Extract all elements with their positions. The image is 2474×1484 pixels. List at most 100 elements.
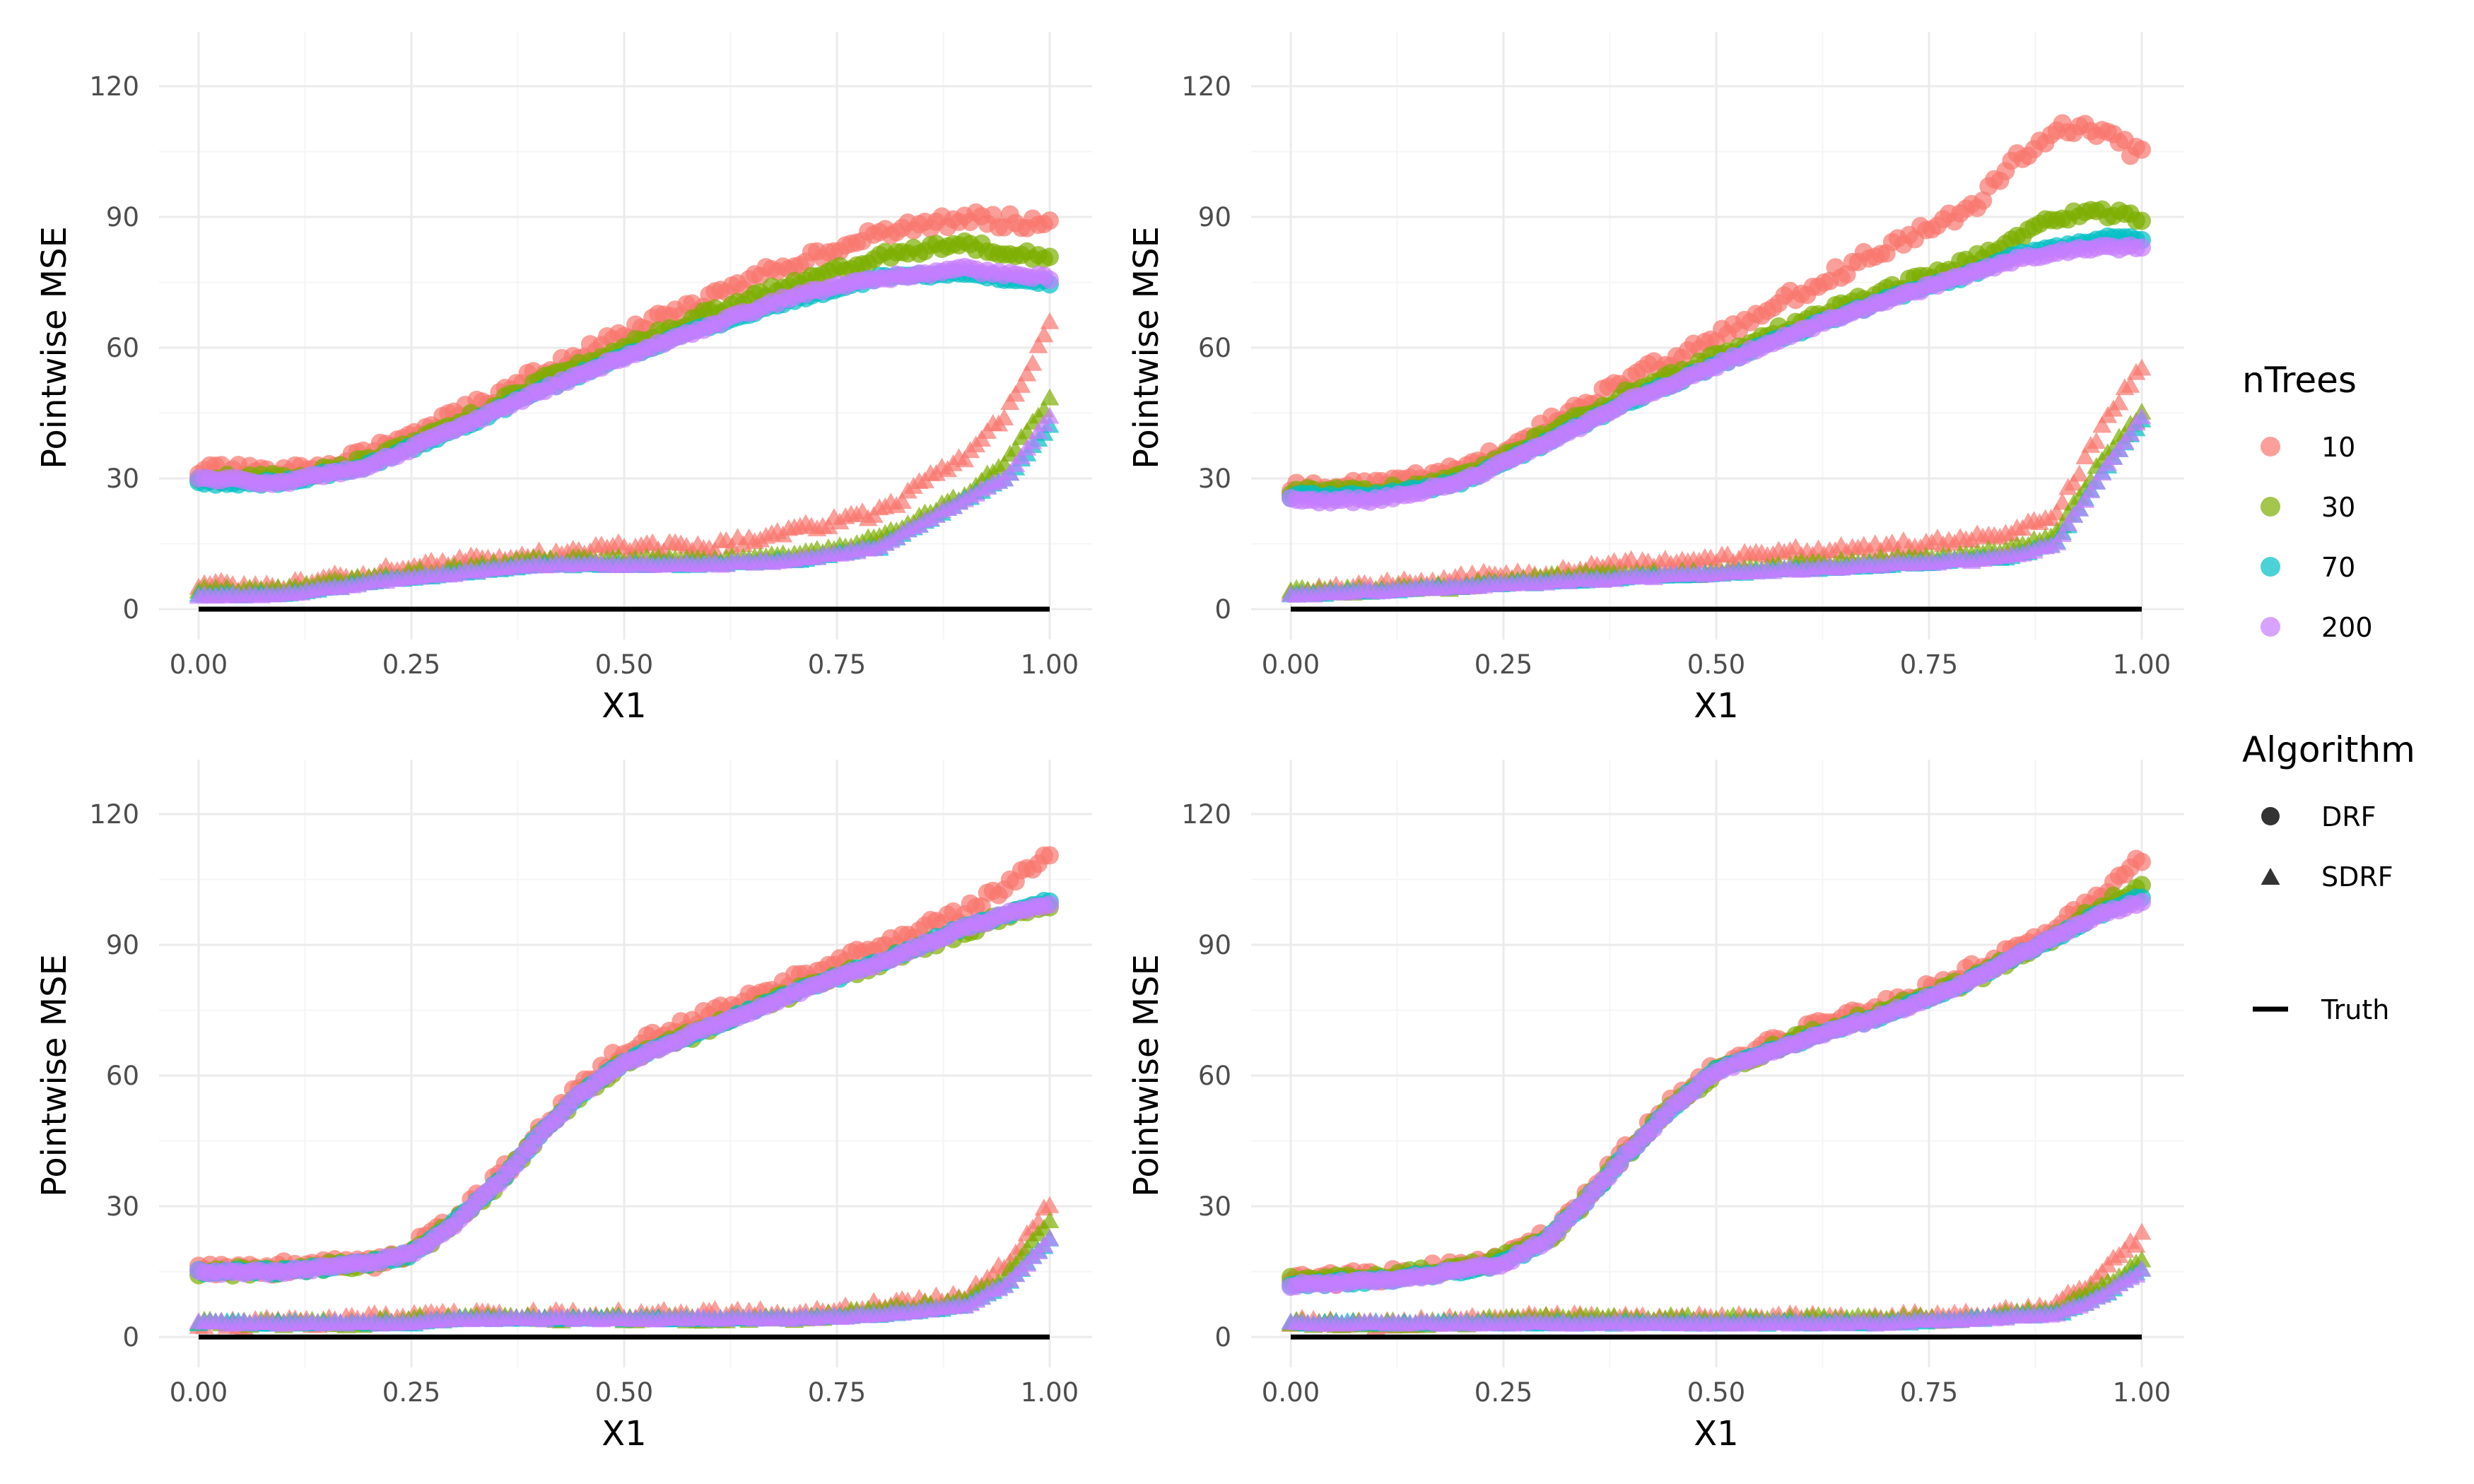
y-tick-label: 30 bbox=[1198, 1191, 1231, 1222]
x-tick-label: 0.50 bbox=[595, 649, 653, 680]
sdrf-point bbox=[2058, 514, 2078, 531]
y-tick-label: 90 bbox=[1198, 202, 1231, 232]
sdrf-point bbox=[1023, 353, 1043, 371]
x-tick-label: 1.00 bbox=[2113, 1377, 2171, 1408]
y-tick-label: 30 bbox=[106, 464, 139, 494]
sdrf-point bbox=[2053, 493, 2073, 510]
x-axis-title: X1 bbox=[1694, 686, 1738, 726]
drf-point bbox=[2133, 140, 2151, 159]
sdrf-point bbox=[2121, 375, 2140, 393]
sdrf-point bbox=[2070, 464, 2089, 482]
x-tick-label: 0.50 bbox=[1687, 1377, 1745, 1408]
sdrf-point bbox=[1012, 375, 1031, 393]
panels: 0.00 0.25 0.50 0.75 1.00 0 30 60 90 120 X1 Pointwis… bbox=[35, 32, 2184, 1454]
panel-bottom-right: 0.00 0.25 0.50 0.75 1.00 0 30 60 90 120 X1 Pointwis… bbox=[1127, 760, 2184, 1454]
panel-top-left: 0.00 0.25 0.50 0.75 1.000306090120X1Pointwis… bbox=[35, 32, 1092, 726]
sdrf-point bbox=[1028, 336, 1048, 353]
sdrf-point bbox=[2132, 1250, 2152, 1268]
x-tick-label: 1.00 bbox=[1021, 649, 1079, 680]
sdrf-point bbox=[2132, 358, 2152, 376]
y-tick-label: 60 bbox=[106, 1061, 139, 1091]
y-tick-label: 0 bbox=[1214, 1322, 1231, 1353]
sdrf-point bbox=[1040, 388, 1060, 406]
panel-top-right: 0.00 0.25 0.50 0.75 1.000306090120X1Pointwis… bbox=[1127, 32, 2184, 726]
x-tick-label: 0.75 bbox=[1900, 649, 1958, 680]
drf-point bbox=[1974, 191, 1993, 210]
series-sdrf-200 bbox=[1281, 407, 2152, 603]
sdrf-point bbox=[2132, 407, 2152, 425]
y-tick-label: 90 bbox=[1198, 930, 1231, 960]
y-axis-title: Pointwise MSE bbox=[1127, 226, 1166, 469]
sdrf-point bbox=[2075, 447, 2095, 464]
y-tick-label: 0 bbox=[1214, 594, 1231, 625]
drf-point bbox=[2133, 893, 2151, 912]
drf-point bbox=[2133, 238, 2151, 257]
panel-bottom-left: 0.00 0.25 0.50 0.75 1.000306090120X1Pointwis… bbox=[35, 760, 1092, 1454]
sdrf-point bbox=[2132, 1223, 2152, 1240]
sdrf-point bbox=[1040, 1196, 1060, 1213]
legend-title-ntrees: nTrees bbox=[2242, 360, 2357, 401]
y-tick-label: 120 bbox=[89, 71, 139, 102]
sdrf-point bbox=[1006, 384, 1026, 402]
sdrf-point bbox=[955, 450, 975, 468]
y-tick-label: 120 bbox=[1181, 799, 1231, 830]
x-tick-label: 0.25 bbox=[1475, 1377, 1532, 1408]
y-tick-label: 60 bbox=[106, 333, 139, 363]
sdrf-point bbox=[2053, 525, 2073, 543]
sdrf-point bbox=[1017, 364, 1037, 382]
sdrf-point bbox=[2081, 481, 2101, 499]
y-tick-label: 60 bbox=[1198, 333, 1231, 363]
x-tick-label: 0.00 bbox=[170, 1377, 228, 1408]
x-tick-label: 0.75 bbox=[808, 1377, 866, 1408]
grid bbox=[159, 760, 1092, 1367]
x-tick-label: 0.25 bbox=[1475, 649, 1532, 680]
y-tick-label: 60 bbox=[1198, 1061, 1231, 1091]
x-axis-title: X1 bbox=[602, 686, 646, 726]
x-tick-label: 0.50 bbox=[1687, 649, 1745, 680]
sdrf-point bbox=[1040, 312, 1060, 329]
sdrf-point bbox=[1040, 1229, 1060, 1247]
sdrf-point bbox=[995, 408, 1014, 426]
series-sdrf-200 bbox=[189, 406, 1060, 604]
x-tick-label: 0.50 bbox=[595, 1377, 653, 1408]
sdrf-point bbox=[819, 517, 838, 534]
sdrf-point bbox=[2087, 472, 2106, 490]
drf-point bbox=[1040, 211, 1059, 230]
y-tick-label: 0 bbox=[122, 1322, 139, 1353]
sdrf-point bbox=[2092, 464, 2112, 481]
y-tick-label: 30 bbox=[106, 1191, 139, 1222]
y-tick-label: 90 bbox=[106, 202, 139, 232]
x-tick-label: 1.00 bbox=[1021, 1377, 1079, 1408]
x-axis-title: X1 bbox=[1694, 1414, 1738, 1454]
sdrf-point bbox=[2126, 1235, 2146, 1253]
x-tick-label: 0.75 bbox=[808, 649, 866, 680]
x-tick-label: 0.75 bbox=[1900, 1377, 1958, 1408]
y-axis-title: Pointwise MSE bbox=[1127, 954, 1166, 1197]
x-tick-label: 0.25 bbox=[382, 649, 440, 680]
sdrf-point bbox=[2109, 393, 2129, 411]
sdrf-point bbox=[2132, 1259, 2152, 1277]
drf-point bbox=[1040, 270, 1059, 289]
series-drf-200 bbox=[1282, 893, 2151, 1296]
sdrf-point bbox=[1034, 325, 1054, 343]
y-tick-label: 120 bbox=[89, 799, 139, 830]
drf-point bbox=[1040, 247, 1059, 266]
x-axis-title: X1 bbox=[602, 1414, 646, 1454]
x-tick-label: 0.00 bbox=[1262, 1377, 1320, 1408]
x-tick-label: 0.00 bbox=[170, 649, 228, 680]
sdrf-point bbox=[2092, 416, 2112, 433]
drf-point bbox=[2133, 211, 2151, 230]
sdrf-point bbox=[1040, 1211, 1060, 1229]
drf-point bbox=[1040, 846, 1059, 865]
x-tick-label: 0.25 bbox=[382, 1377, 440, 1408]
x-tick-label: 1.00 bbox=[2113, 649, 2171, 680]
y-axis-title: Pointwise MSE bbox=[35, 954, 74, 1197]
y-axis-title: Pointwise MSE bbox=[35, 226, 74, 469]
series-drf-200 bbox=[1282, 236, 2151, 512]
x-tick-label: 0.00 bbox=[1262, 649, 1320, 680]
sdrf-point bbox=[2047, 502, 2067, 520]
sdrf-point bbox=[2087, 432, 2106, 449]
sdrf-point bbox=[1000, 464, 1020, 481]
series-drf-200 bbox=[189, 895, 1059, 1283]
